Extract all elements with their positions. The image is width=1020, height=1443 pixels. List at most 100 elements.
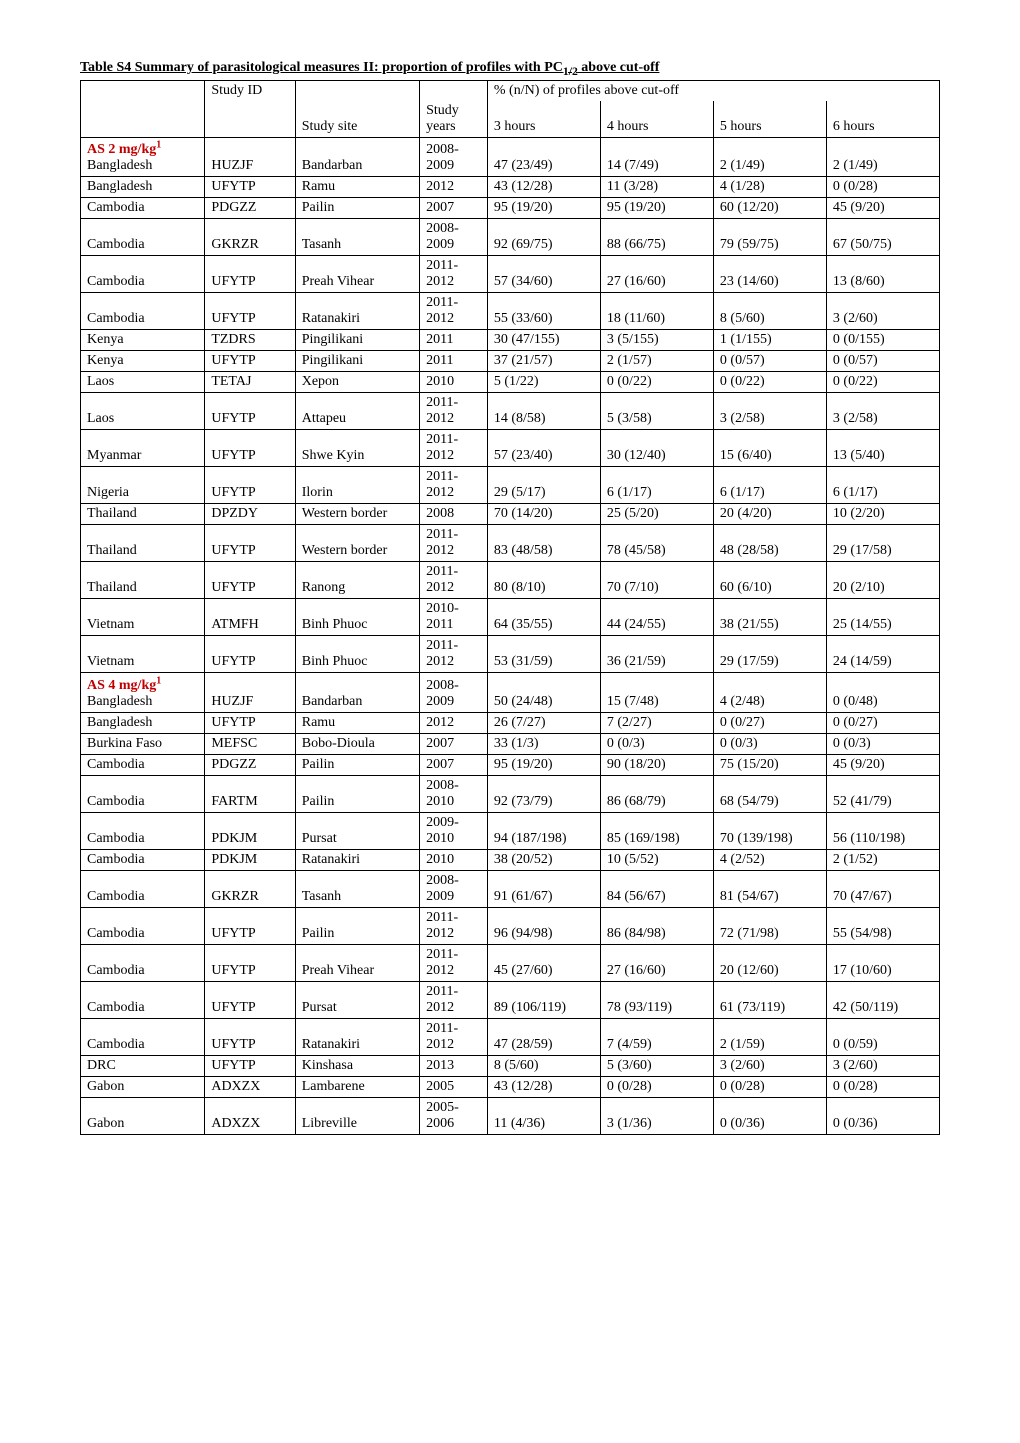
cell-3h: 11 (4/36) (487, 1098, 600, 1135)
cell-3h: 33 (1/3) (487, 734, 600, 755)
cell-4h: 7 (2/27) (600, 713, 713, 734)
col-3h: 3 hours (487, 101, 600, 138)
cell-study-years: 2011-2012 (420, 256, 488, 293)
cell-study-site: Bandarban (295, 673, 419, 713)
cell-study-site: Ramu (295, 713, 419, 734)
cell-study-years: 2011-2012 (420, 982, 488, 1019)
cell-5h: 4 (1/28) (713, 177, 826, 198)
cell-study-id: UFYTP (205, 293, 295, 330)
cell-study-id: ADXZX (205, 1098, 295, 1135)
cell-3h: 95 (19/20) (487, 755, 600, 776)
cell-study-id: UFYTP (205, 430, 295, 467)
cell-4h: 44 (24/55) (600, 599, 713, 636)
cell-study-years: 2012 (420, 713, 488, 734)
cell-3h: 91 (61/67) (487, 871, 600, 908)
cell-study-site: Tasanh (295, 219, 419, 256)
cell-study-years: 2008-2009 (420, 219, 488, 256)
table-row: CambodiaPDKJMRatanakiri201038 (20/52)10 … (81, 850, 940, 871)
cell-country: Bangladesh (81, 713, 205, 734)
cell-3h: 30 (47/155) (487, 330, 600, 351)
cell-study-id: UFYTP (205, 467, 295, 504)
cell-5h: 1 (1/155) (713, 330, 826, 351)
cell-study-years: 2010 (420, 850, 488, 871)
cell-study-years: 2012 (420, 177, 488, 198)
cell-3h: 43 (12/28) (487, 1077, 600, 1098)
cell-country: Gabon (81, 1098, 205, 1135)
cell-6h: 10 (2/20) (826, 504, 939, 525)
cell-country: Nigeria (81, 467, 205, 504)
cell-3h: 47 (28/59) (487, 1019, 600, 1056)
group-label: AS 4 mg/kg1 (87, 678, 161, 693)
cell-study-years: 2007 (420, 198, 488, 219)
cell-5h: 20 (4/20) (713, 504, 826, 525)
cell-3h: 14 (8/58) (487, 393, 600, 430)
col-6h: 6 hours (826, 101, 939, 138)
cell-study-site: Ratanakiri (295, 293, 419, 330)
cell-study-site: Pailin (295, 908, 419, 945)
cell-study-site: Pursat (295, 813, 419, 850)
cell-study-id: HUZJF (205, 673, 295, 713)
cell-4h: 25 (5/20) (600, 504, 713, 525)
cell-study-years: 2007 (420, 755, 488, 776)
cell-study-id: UFYTP (205, 393, 295, 430)
cell-5h: 8 (5/60) (713, 293, 826, 330)
cell-study-site: Western border (295, 504, 419, 525)
cell-6h: 0 (0/59) (826, 1019, 939, 1056)
cell-country: Cambodia (81, 293, 205, 330)
cell-study-site: Libreville (295, 1098, 419, 1135)
blank-cell (81, 80, 205, 101)
cell-6h: 2 (1/49) (826, 137, 939, 177)
cell-6h: 45 (9/20) (826, 198, 939, 219)
cell-4h: 78 (93/119) (600, 982, 713, 1019)
cell-country: Cambodia (81, 776, 205, 813)
cell-4h: 88 (66/75) (600, 219, 713, 256)
cell-5h: 23 (14/60) (713, 256, 826, 293)
cell-5h: 15 (6/40) (713, 430, 826, 467)
cell-6h: 3 (2/58) (826, 393, 939, 430)
cell-study-site: Kinshasa (295, 1056, 419, 1077)
table-row: CambodiaGKRZRTasanh2008-200992 (69/75)88… (81, 219, 940, 256)
table-row: CambodiaPDGZZPailin200795 (19/20)95 (19/… (81, 198, 940, 219)
cell-3h: 80 (8/10) (487, 562, 600, 599)
table-row: LaosUFYTPAttapeu2011-201214 (8/58)5 (3/5… (81, 393, 940, 430)
cell-3h: 92 (73/79) (487, 776, 600, 813)
cell-country: Cambodia (81, 813, 205, 850)
cell-study-id: ATMFH (205, 599, 295, 636)
cell-6h: 55 (54/98) (826, 908, 939, 945)
cell-3h: 57 (34/60) (487, 256, 600, 293)
cell-3h: 5 (1/22) (487, 372, 600, 393)
cell-study-id: UFYTP (205, 351, 295, 372)
cell-6h: 2 (1/52) (826, 850, 939, 871)
cell-study-years: 2011-2012 (420, 293, 488, 330)
cell-3h: 53 (31/59) (487, 636, 600, 673)
cell-study-id: ADXZX (205, 1077, 295, 1098)
cell-5h: 2 (1/49) (713, 137, 826, 177)
table-row: CambodiaUFYTPRatanakiri2011-201255 (33/6… (81, 293, 940, 330)
cell-study-id: UFYTP (205, 177, 295, 198)
cell-6h: 6 (1/17) (826, 467, 939, 504)
cell-country: AS 4 mg/kg1Bangladesh (81, 673, 205, 713)
title-tail: above cut-off (578, 60, 660, 75)
cell-4h: 86 (68/79) (600, 776, 713, 813)
cell-study-years: 2005 (420, 1077, 488, 1098)
cell-6h: 24 (14/59) (826, 636, 939, 673)
cell-study-id: UFYTP (205, 256, 295, 293)
cell-4h: 10 (5/52) (600, 850, 713, 871)
table-row: CambodiaUFYTPPreah Vihear2011-201245 (27… (81, 945, 940, 982)
cell-study-id: UFYTP (205, 982, 295, 1019)
cell-study-site: Shwe Kyin (295, 430, 419, 467)
col-4h: 4 hours (600, 101, 713, 138)
cell-6h: 25 (14/55) (826, 599, 939, 636)
cell-study-years: 2008-2010 (420, 776, 488, 813)
cell-study-site: Bandarban (295, 137, 419, 177)
table-row: ThailandUFYTPRanong2011-201280 (8/10)70 … (81, 562, 940, 599)
cell-4h: 30 (12/40) (600, 430, 713, 467)
cell-study-site: Bobo-Dioula (295, 734, 419, 755)
cell-3h: 29 (5/17) (487, 467, 600, 504)
cell-4h: 6 (1/17) (600, 467, 713, 504)
cell-study-id: HUZJF (205, 137, 295, 177)
table-row: NigeriaUFYTPIlorin2011-201229 (5/17)6 (1… (81, 467, 940, 504)
cell-study-years: 2011-2012 (420, 1019, 488, 1056)
cell-study-id: PDGZZ (205, 755, 295, 776)
cell-study-years: 2010-2011 (420, 599, 488, 636)
